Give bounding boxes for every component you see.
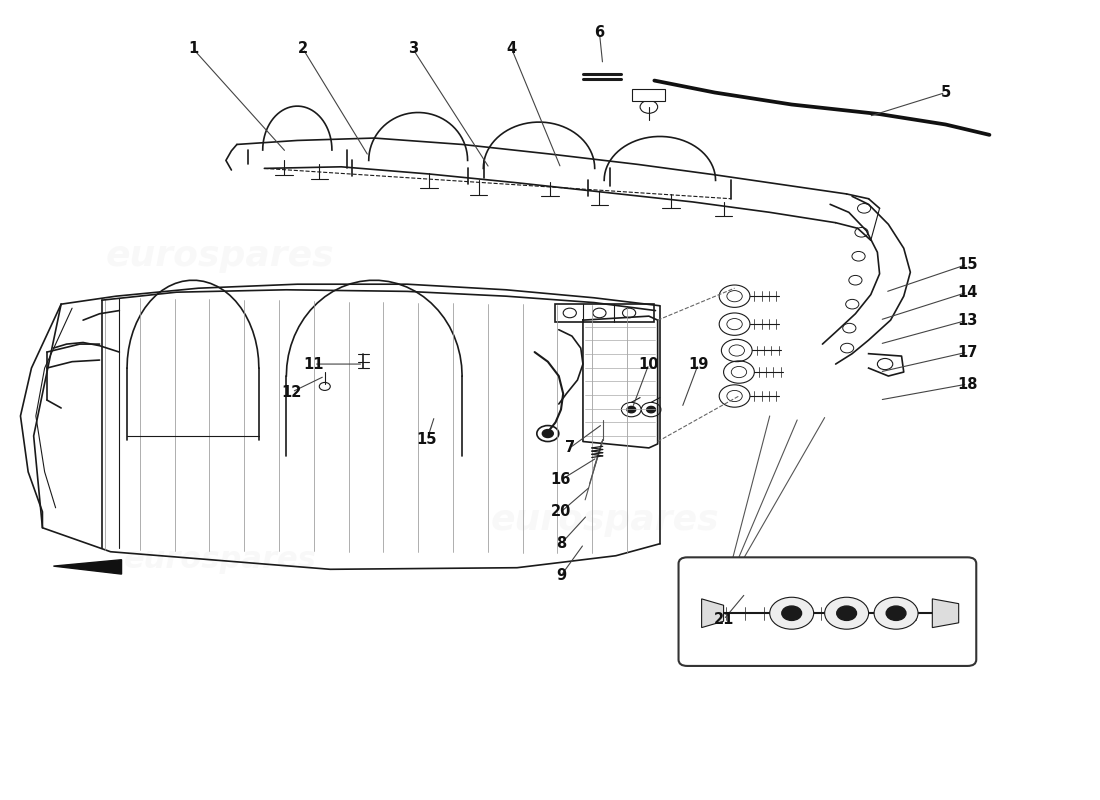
Polygon shape: [54, 560, 121, 574]
Circle shape: [782, 606, 802, 621]
Text: 7: 7: [564, 441, 575, 455]
Circle shape: [770, 598, 814, 630]
Text: 14: 14: [957, 285, 978, 300]
Text: 19: 19: [689, 357, 708, 371]
Text: 13: 13: [957, 313, 978, 328]
Text: 17: 17: [957, 345, 978, 359]
Text: 2: 2: [298, 41, 308, 56]
Polygon shape: [702, 599, 724, 628]
Circle shape: [542, 430, 553, 438]
Text: eurospares: eurospares: [106, 239, 334, 274]
Text: 16: 16: [551, 472, 571, 487]
Circle shape: [627, 406, 636, 413]
Text: 8: 8: [556, 536, 566, 551]
Text: 10: 10: [639, 357, 659, 371]
Circle shape: [647, 406, 656, 413]
Text: 3: 3: [408, 41, 418, 56]
Text: 15: 15: [957, 257, 978, 272]
FancyBboxPatch shape: [679, 558, 977, 666]
Text: 18: 18: [957, 377, 978, 391]
Text: eurospares: eurospares: [491, 502, 719, 537]
FancyBboxPatch shape: [632, 89, 666, 101]
FancyBboxPatch shape: [556, 304, 654, 322]
Text: 12: 12: [282, 385, 303, 399]
Text: 6: 6: [594, 25, 605, 40]
Text: 15: 15: [417, 433, 437, 447]
Circle shape: [825, 598, 869, 630]
Circle shape: [874, 598, 918, 630]
Circle shape: [837, 606, 857, 621]
Text: eurospares: eurospares: [124, 546, 317, 574]
Text: 4: 4: [506, 41, 517, 56]
Text: 9: 9: [556, 568, 566, 583]
Polygon shape: [933, 599, 959, 628]
Text: 5: 5: [940, 85, 950, 100]
Circle shape: [887, 606, 906, 621]
Text: 11: 11: [304, 357, 324, 371]
Text: 20: 20: [551, 504, 571, 519]
Text: 1: 1: [188, 41, 198, 56]
Text: 21: 21: [714, 612, 734, 627]
